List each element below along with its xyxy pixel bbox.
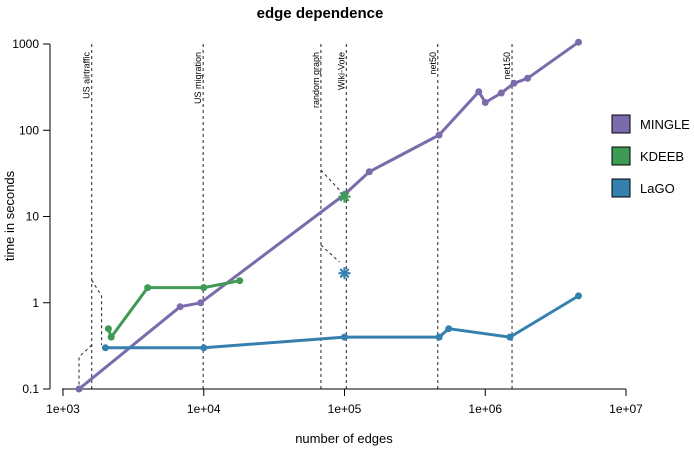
annotation-label: net50	[428, 52, 438, 75]
data-point-kdeeb	[200, 284, 208, 292]
annotation-leader-2	[320, 169, 340, 191]
data-point-lago	[575, 292, 582, 300]
annotation-leader-3	[320, 244, 340, 263]
annotation-leader-1	[78, 344, 93, 386]
data-point-lago	[506, 333, 514, 341]
series-lago	[101, 292, 582, 352]
dataset-annotations: US airtraffic US migration random graph Wik…	[78, 44, 513, 389]
data-point-mingle	[481, 99, 489, 106]
legend-swatch	[611, 114, 631, 134]
data-point-mingle	[75, 385, 83, 393]
data-point-lago	[445, 325, 453, 333]
axes: 1e+03 1e+04 1e+05 1e+06 1e+07 0.1 1 10 100 1000	[12, 37, 643, 416]
legend-item-lago: LaGO	[611, 178, 675, 198]
annotation-label: random graph	[311, 52, 321, 108]
y-tick-label: 10	[26, 210, 40, 224]
series-layer	[75, 38, 582, 393]
data-point-lago	[435, 333, 443, 341]
annotation-label: net150	[502, 52, 512, 80]
legend-item-mingle: MINGLE	[611, 114, 690, 134]
annotation-label: US airtraffic	[82, 52, 92, 99]
data-point-mingle	[475, 88, 483, 96]
x-tick-label: 1e+07	[609, 402, 643, 416]
series-line-lago	[105, 294, 580, 350]
data-point-lago	[200, 344, 208, 352]
data-point-mingle	[435, 131, 443, 139]
data-point-mingle	[365, 168, 373, 176]
x-tick-label: 1e+06	[468, 402, 502, 416]
x-tick-label: 1e+03	[46, 402, 80, 416]
legend-item-kdeeb: KDEEB	[611, 146, 684, 166]
data-point-lago	[341, 333, 348, 341]
legend-swatch	[611, 146, 631, 166]
data-point-mingle	[197, 299, 205, 307]
star-marker-kdeeb	[338, 190, 351, 203]
star-markers	[338, 190, 351, 280]
legend-label: KDEEB	[640, 149, 684, 164]
data-point-mingle	[510, 79, 518, 87]
legend-label: MINGLE	[640, 117, 690, 132]
y-tick-label: 0.1	[22, 382, 39, 396]
data-point-kdeeb	[236, 277, 244, 285]
data-point-mingle	[176, 303, 184, 311]
series-kdeeb	[104, 277, 244, 341]
y-tick-label: 1000	[12, 37, 39, 51]
data-point-kdeeb	[104, 325, 112, 333]
y-axis-title: time in seconds	[2, 170, 17, 261]
data-point-mingle	[575, 38, 582, 46]
data-point-mingle	[524, 74, 532, 82]
y-tick-label: 1	[32, 296, 39, 310]
annotation-label: Wiki-Vote	[336, 52, 346, 90]
legend-label: LaGO	[640, 181, 675, 196]
x-tick-label: 1e+05	[328, 402, 362, 416]
data-point-lago	[101, 344, 109, 352]
annotation-label: US migration	[193, 52, 203, 104]
chart-title: edge dependence	[257, 5, 384, 22]
series-mingle	[75, 38, 582, 393]
data-point-kdeeb	[144, 284, 152, 292]
data-point-kdeeb	[107, 333, 115, 341]
y-tick-label: 100	[19, 123, 39, 137]
legend-swatch	[611, 178, 631, 198]
annotation-leader-0	[91, 279, 103, 345]
data-point-mingle	[497, 89, 505, 97]
legend: MINGLE KDEEB LaGO	[611, 114, 690, 198]
x-axis-title: number of edges	[295, 431, 393, 446]
x-tick-label: 1e+04	[187, 402, 221, 416]
star-marker-lago	[338, 267, 351, 280]
